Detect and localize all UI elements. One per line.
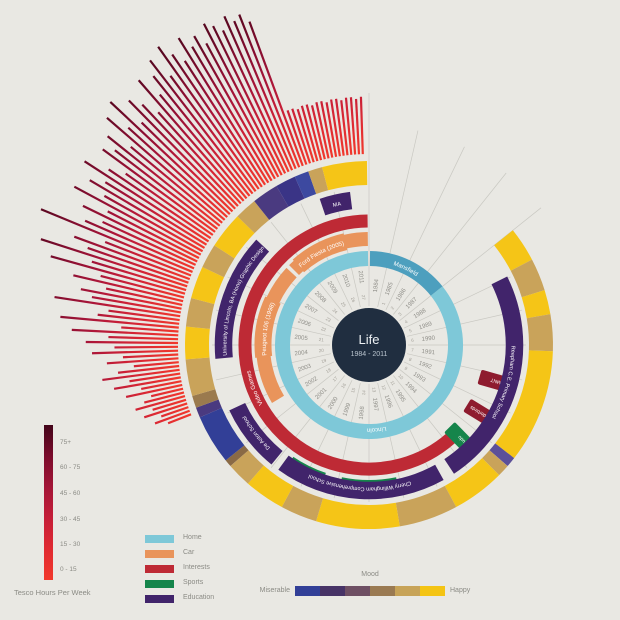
mood-stop — [395, 586, 420, 596]
mood-gradient-bar — [295, 586, 445, 596]
svg-text:1986: 1986 — [396, 287, 409, 302]
svg-text:18: 18 — [325, 367, 332, 374]
svg-text:1995: 1995 — [394, 389, 407, 404]
mood-stop — [320, 586, 345, 596]
svg-text:10: 10 — [397, 373, 404, 380]
mood-stop — [295, 586, 320, 596]
svg-text:25: 25 — [340, 301, 347, 308]
svg-text:1998: 1998 — [359, 405, 367, 420]
car-ring: Peugeot 106 (1998)Ford Fiesta (2005) — [254, 232, 369, 403]
tesco-band-45-60: 45 - 60 — [60, 490, 81, 497]
svg-text:2011: 2011 — [357, 270, 364, 284]
tesco-band-60-75: 60 - 75 — [60, 464, 81, 471]
home-label: Home — [183, 534, 202, 541]
svg-text:1989: 1989 — [418, 321, 433, 331]
tesco-hours-gradient-bar — [44, 425, 53, 580]
svg-text:26: 26 — [350, 297, 357, 304]
svg-text:12: 12 — [381, 384, 388, 391]
svg-text:24: 24 — [331, 308, 338, 315]
svg-text:8: 8 — [408, 357, 412, 363]
svg-text:1990: 1990 — [421, 336, 436, 344]
mood-miserable-label: Miserable — [259, 587, 290, 594]
svg-text:14: 14 — [361, 389, 367, 395]
mood-legend-title: Mood — [361, 571, 379, 578]
mood-stop — [345, 586, 370, 596]
svg-text:2010: 2010 — [340, 274, 350, 289]
home-swatch — [145, 535, 174, 543]
tesco-band-15-30: 15 - 30 — [60, 541, 81, 548]
svg-text:19: 19 — [321, 358, 328, 365]
svg-text:5: 5 — [408, 328, 412, 334]
svg-text:7: 7 — [411, 347, 415, 352]
svg-text:1996: 1996 — [383, 394, 393, 409]
chart-title: Life — [359, 332, 380, 347]
svg-text:27: 27 — [361, 295, 367, 301]
svg-text:9: 9 — [404, 366, 409, 372]
svg-text:1: 1 — [381, 301, 387, 305]
svg-text:22: 22 — [320, 326, 327, 333]
sports-label: Sports — [183, 579, 204, 586]
tesco-band-30-45: 30 - 45 — [60, 516, 81, 523]
svg-text:17: 17 — [332, 375, 339, 382]
mood-happy-label: Happy — [450, 587, 471, 594]
interests-swatch — [145, 565, 174, 573]
svg-text:2005: 2005 — [294, 335, 309, 343]
svg-text:21: 21 — [319, 337, 325, 343]
education-label: Education — [183, 594, 215, 601]
sports-swatch — [145, 580, 174, 588]
svg-text:MA: MA — [332, 201, 342, 209]
svg-text:1994: 1994 — [404, 381, 418, 395]
svg-text:2: 2 — [390, 305, 396, 310]
tesco-band-75plus: 75+ — [60, 439, 72, 446]
center-circle: Life 1984 - 2011 — [332, 308, 406, 382]
svg-text:1988: 1988 — [413, 308, 428, 321]
svg-text:20: 20 — [319, 348, 325, 354]
car-swatch — [145, 550, 174, 558]
svg-text:6: 6 — [411, 338, 415, 343]
svg-text:TMNT: TMNT — [490, 376, 505, 386]
tesco-band-0-15: 0 - 15 — [60, 566, 77, 573]
mood-stop — [420, 586, 445, 596]
age-labels: 1234567891011121314151617181920212223242… — [319, 295, 415, 396]
svg-text:2006: 2006 — [297, 318, 312, 328]
svg-text:1999: 1999 — [342, 402, 352, 417]
svg-text:1984: 1984 — [373, 278, 381, 293]
svg-text:4: 4 — [404, 319, 409, 325]
mood-ring — [185, 161, 553, 529]
svg-text:15: 15 — [350, 387, 357, 394]
svg-text:2004: 2004 — [294, 350, 309, 358]
svg-text:1993: 1993 — [412, 372, 427, 385]
svg-text:13: 13 — [371, 387, 377, 393]
svg-text:2003: 2003 — [298, 363, 313, 373]
svg-text:1985: 1985 — [385, 281, 395, 296]
svg-text:Lincoln: Lincoln — [367, 425, 387, 433]
mood-stop — [370, 586, 395, 596]
tesco-hours-bars — [40, 14, 364, 425]
tesco-legend-caption: Tesco Hours Per Week — [14, 588, 91, 597]
interests-label: Interests — [183, 564, 210, 571]
svg-text:11: 11 — [389, 380, 396, 387]
svg-text:1991: 1991 — [421, 349, 436, 357]
svg-text:1997: 1997 — [371, 397, 379, 412]
svg-text:1992: 1992 — [418, 361, 433, 371]
education-swatch — [145, 595, 174, 603]
svg-text:2000: 2000 — [327, 396, 340, 411]
svg-text:1984 - 2011: 1984 - 2011 — [351, 351, 388, 358]
svg-text:1987: 1987 — [405, 296, 419, 310]
car-label: Car — [183, 549, 195, 556]
svg-text:3: 3 — [397, 311, 403, 317]
svg-text:2007: 2007 — [303, 303, 318, 316]
svg-text:23: 23 — [325, 316, 332, 323]
svg-text:16: 16 — [340, 382, 347, 389]
